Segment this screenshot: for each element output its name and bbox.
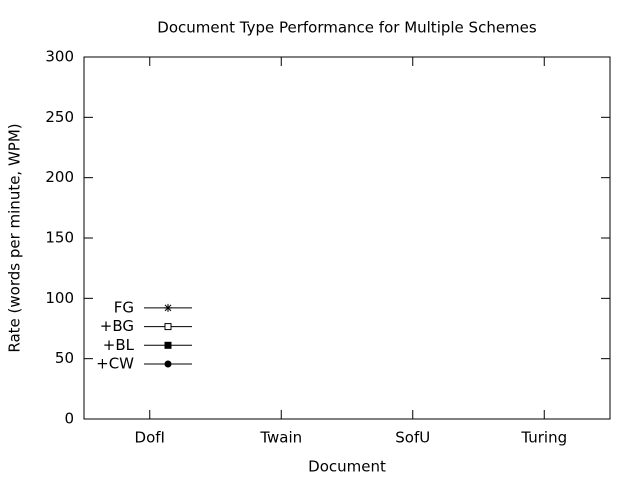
plot-frame [83,56,611,420]
marker-square [164,341,172,349]
y-tick-label: 150 [45,229,74,247]
legend-label: FG [114,298,134,316]
marker-square [164,323,172,331]
y-axis-label: Rate (words per minute, WPM) [6,123,24,352]
y-tick-label: 300 [45,48,74,66]
marker-star [164,303,172,312]
legend-label: +BL [103,336,135,354]
chart-title: Document Type Performance for Multiple S… [157,19,537,37]
legend-label: +BG [100,317,134,335]
marker-circle [164,360,172,368]
x-tick-label: DofI [135,429,165,447]
y-tick-label: 0 [64,410,74,428]
legend-label: +CW [96,355,134,373]
x-tick-label: Turing [520,429,567,447]
x-tick-label: SofU [395,429,430,447]
x-tick-label: Twain [259,429,302,447]
y-tick-label: 50 [55,349,74,367]
y-tick-label: 250 [45,108,74,126]
y-tick-label: 200 [45,168,74,186]
y-tick-label: 100 [45,289,74,307]
x-axis-label: Document [308,458,386,476]
